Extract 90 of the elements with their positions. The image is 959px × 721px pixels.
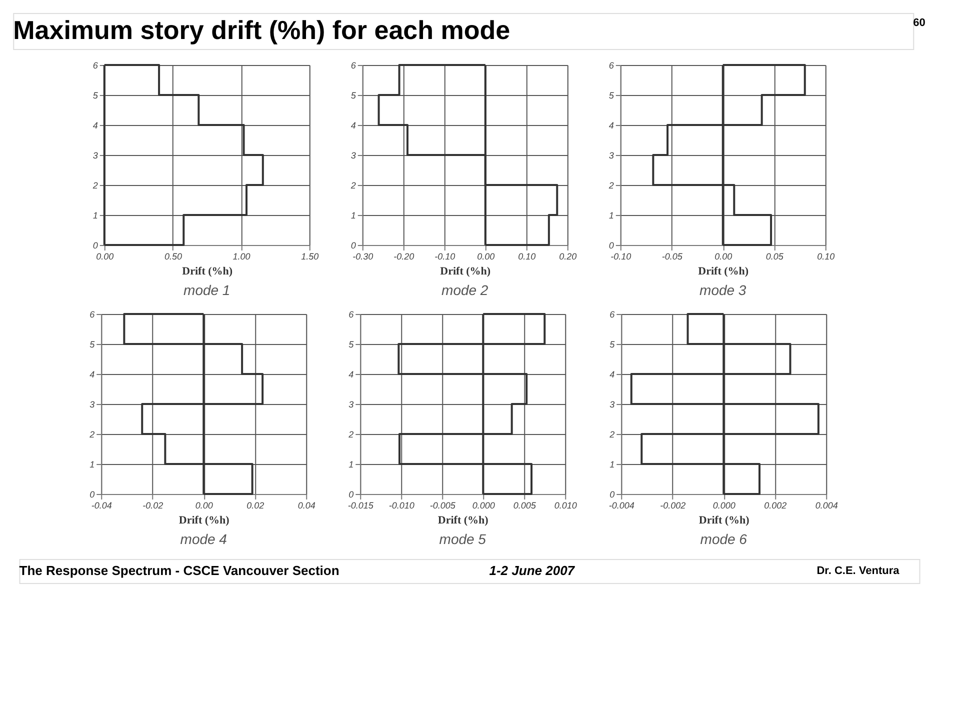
y-tick-label: 0 (350, 240, 356, 250)
y-tick-label: 5 (348, 340, 355, 350)
x-tick-label: 0.02 (246, 500, 264, 510)
x-tick-label: 0.10 (817, 252, 835, 262)
x-tick-label: 0.00 (195, 500, 213, 510)
x-axis-title: Drift (%h) (698, 514, 750, 526)
y-tick-label: 1 (90, 460, 95, 470)
y-tick-label: 4 (350, 120, 356, 130)
y-tick-label: 5 (90, 340, 96, 350)
x-tick-label: -0.30 (352, 252, 374, 262)
text: mode 5 (439, 531, 486, 547)
x-tick-label: 1.50 (301, 252, 319, 262)
x-axis-title: Drift (%h) (698, 266, 749, 278)
text: 1-2 June 2007 (489, 563, 576, 578)
y-tick-label: 1 (92, 210, 98, 220)
y-tick-label: 6 (350, 60, 356, 70)
text: 60 (913, 17, 926, 29)
y-tick-label: 4 (348, 370, 354, 380)
x-tick-label: -0.015 (348, 500, 374, 510)
x-tick-label: -0.20 (394, 252, 414, 262)
y-tick-label: 3 (350, 150, 356, 160)
x-tick-label: 1.00 (232, 252, 250, 262)
x-tick-label: 0.00 (477, 252, 495, 262)
y-tick-label: 0 (608, 240, 614, 250)
y-tick-label: 5 (608, 90, 615, 100)
x-tick-label: 0.05 (766, 252, 784, 262)
x-tick-label: 0.005 (513, 500, 537, 510)
y-tick-label: 3 (608, 150, 614, 160)
y-tick-label: 6 (90, 310, 95, 320)
y-tick-label: 6 (92, 60, 98, 70)
y-tick-label: 5 (610, 340, 616, 350)
y-tick-label: 2 (608, 180, 614, 190)
x-axis-title: Drift (%h) (178, 514, 230, 526)
x-tick-label: 0.010 (554, 500, 577, 510)
x-tick-label: 0.00 (714, 252, 732, 262)
x-tick-label: 0.000 (472, 500, 495, 510)
y-tick-label: 6 (348, 310, 354, 320)
x-tick-label: -0.10 (610, 252, 632, 262)
y-tick-label: 3 (92, 150, 98, 160)
x-tick-label: -0.05 (662, 252, 684, 262)
x-tick-label: 0.04 (298, 500, 316, 510)
y-tick-label: 5 (92, 90, 99, 100)
text: The Response Spectrum - CSCE Vancouver Section (19, 563, 340, 578)
x-tick-label: -0.04 (91, 500, 112, 510)
y-tick-label: 2 (348, 430, 354, 440)
y-tick-label: 0 (348, 490, 354, 500)
y-tick-label: 2 (608, 430, 615, 440)
x-tick-label: -0.002 (660, 500, 686, 510)
text: mode 6 (700, 531, 748, 547)
y-tick-label: 5 (350, 90, 357, 100)
x-axis-title: Drift (%h) (440, 266, 491, 278)
x-axis-title: Drift (%h) (182, 266, 233, 278)
y-tick-label: 0 (90, 490, 95, 500)
y-tick-label: 3 (348, 400, 354, 410)
x-tick-label: -0.004 (608, 500, 634, 510)
y-tick-label: 1 (350, 210, 356, 220)
y-tick-label: 0 (610, 490, 615, 500)
y-tick-label: 2 (92, 180, 98, 190)
y-tick-label: 2 (88, 430, 95, 440)
y-tick-label: 1 (608, 210, 614, 220)
text: Dr. C.E. Ventura (816, 565, 900, 577)
text: mode 1 (184, 282, 230, 298)
y-tick-label: 4 (610, 370, 615, 380)
y-tick-label: 1 (348, 460, 354, 470)
y-tick-label: 1 (610, 460, 615, 470)
y-tick-label: 6 (610, 310, 615, 320)
y-tick-label: 0 (92, 240, 98, 250)
x-tick-label: 0.10 (518, 252, 536, 262)
text: mode 4 (180, 531, 228, 547)
y-tick-label: 3 (610, 400, 615, 410)
y-tick-label: 6 (608, 60, 614, 70)
y-tick-label: 2 (350, 180, 356, 190)
y-tick-label: 3 (90, 400, 95, 410)
x-tick-label: 0.00 (96, 252, 114, 262)
x-tick-label: -0.02 (142, 500, 164, 510)
x-axis-title: Drift (%h) (438, 514, 489, 526)
text: Maximum story drift (%h) for each mode (13, 15, 510, 45)
x-tick-label: 0.50 (164, 252, 182, 262)
x-tick-label: -0.010 (388, 500, 414, 510)
y-tick-label: 4 (92, 120, 98, 130)
y-tick-label: 4 (90, 370, 95, 380)
x-tick-label: -0.005 (430, 500, 456, 510)
text: mode 2 (442, 282, 488, 298)
x-tick-label: -0.10 (434, 252, 456, 262)
text: mode 3 (700, 282, 746, 298)
x-tick-label: 0.004 (815, 500, 838, 510)
y-tick-label: 4 (608, 120, 614, 130)
x-tick-label: 0.20 (559, 252, 577, 262)
x-tick-label: 0.000 (712, 500, 736, 510)
x-tick-label: 0.002 (764, 500, 787, 510)
